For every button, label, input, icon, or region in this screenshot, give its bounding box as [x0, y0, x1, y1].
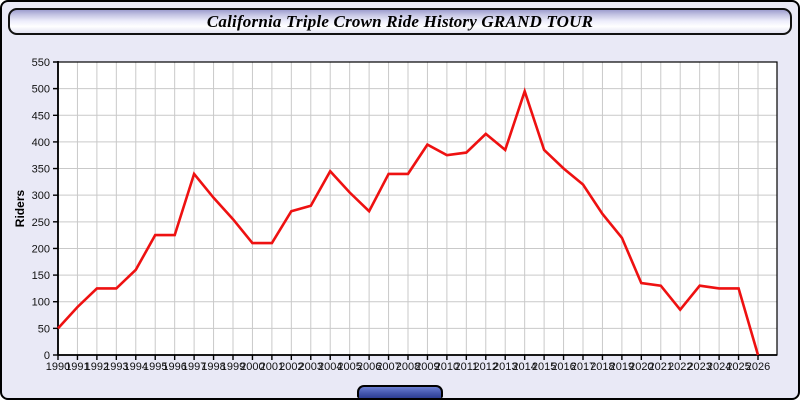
riders-data-line [57, 87, 760, 356]
y-tick-label: 250 [32, 217, 50, 229]
x-tick-label: 2006 [357, 361, 381, 373]
x-tick-label: 2014 [512, 361, 536, 373]
x-tick-label: 1991 [65, 361, 89, 373]
x-tick-label: 2018 [590, 361, 614, 373]
y-tick-label: 500 [32, 84, 50, 96]
x-tick-label: 2019 [610, 361, 634, 373]
x-tick-label: 2009 [415, 361, 439, 373]
y-tick-label: 350 [32, 164, 50, 176]
x-tick-label: 1997 [182, 361, 206, 373]
x-tick-label: 2010 [435, 361, 459, 373]
x-tick-label: 1993 [104, 361, 128, 373]
x-tick-label: 2026 [746, 361, 770, 373]
x-tick-label: 2022 [668, 361, 692, 373]
x-tick-label: 2023 [687, 361, 711, 373]
x-tick-label: 1995 [143, 361, 167, 373]
x-tick-label: 2025 [726, 361, 750, 373]
axes [57, 61, 777, 356]
y-tick-label: 300 [32, 190, 50, 202]
x-tick-label: 2003 [299, 361, 323, 373]
window-title-bar: California Triple Crown Ride History GRA… [8, 8, 792, 35]
x-tick-label: 2013 [493, 361, 517, 373]
x-tick-label: 2017 [571, 361, 595, 373]
y-tick-label: 400 [32, 137, 50, 149]
x-tick-label: 1992 [85, 361, 109, 373]
y-tick-label: 0 [44, 350, 50, 362]
x-tick-label: 2007 [376, 361, 400, 373]
grid [58, 62, 777, 355]
x-tick-label: 2011 [455, 361, 479, 373]
x-tick-label: 2001 [260, 361, 284, 373]
x-tick-label: 1996 [162, 361, 186, 373]
plot-area [58, 62, 777, 355]
y-axis-labels: 0 50 100 150 200 250 300 350 400 450 500 550 [32, 57, 58, 362]
y-tick-label: 200 [32, 243, 50, 255]
x-tick-label: 2004 [318, 361, 342, 373]
y-tick-label: 100 [32, 297, 50, 309]
y-tick-label: 450 [32, 110, 50, 122]
window-title: California Triple Crown Ride History GRA… [206, 11, 594, 31]
x-axis-labels: 1990199119921993199419951996199719981999… [46, 355, 770, 373]
x-tick-label: 1990 [46, 361, 70, 373]
y-axis-title: Riders [13, 190, 27, 228]
x-tick-label: 1994 [124, 361, 148, 373]
x-tick-label: 2024 [707, 361, 731, 373]
x-tick-label: 2008 [396, 361, 420, 373]
x-tick-label: 2012 [474, 361, 498, 373]
x-tick-label: 2020 [629, 361, 653, 373]
bottom-scroll-thumb[interactable] [357, 385, 443, 398]
y-tick-label: 150 [32, 270, 50, 282]
x-tick-label: 2002 [279, 361, 303, 373]
x-tick-label: 2021 [649, 361, 673, 373]
x-tick-label: 1998 [201, 361, 225, 373]
x-tick-label: 2016 [551, 361, 575, 373]
x-tick-label: 2005 [337, 361, 361, 373]
x-tick-label: 2000 [240, 361, 264, 373]
y-tick-label: 550 [32, 57, 50, 69]
x-tick-label: 1999 [221, 361, 245, 373]
y-tick-label: 50 [38, 323, 50, 335]
x-tick-label: 2015 [532, 361, 556, 373]
